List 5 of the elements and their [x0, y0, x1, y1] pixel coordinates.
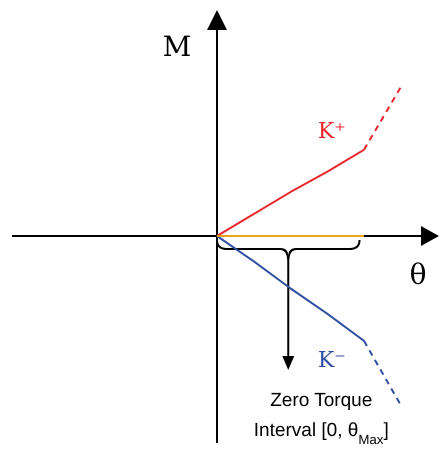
y-axis-title: M [162, 30, 192, 63]
x-axis-title: θ [410, 258, 426, 291]
series-label: K⁻ [318, 348, 346, 373]
series-label: K⁺ [318, 118, 346, 144]
annotation: Zero Torque Interval [0, θ$_{Max}$] [254, 390, 389, 446]
